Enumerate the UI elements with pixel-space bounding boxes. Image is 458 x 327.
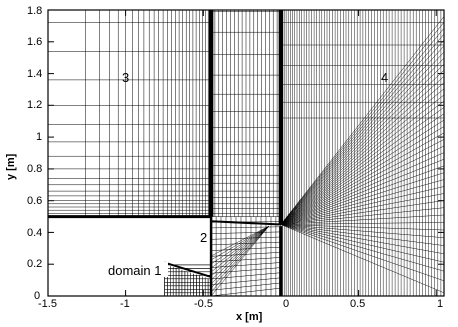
mesh-line — [280, 224, 445, 238]
y-tick-label: 1.2 — [27, 99, 42, 111]
axis-ticks — [47, 9, 444, 297]
block-boundary — [211, 220, 281, 226]
y-tick-label: 0.4 — [27, 227, 42, 239]
mesh-line — [280, 224, 445, 246]
y-tick-label: 0.8 — [27, 163, 42, 175]
nozzle-grid — [164, 261, 212, 296]
mesh-line — [280, 193, 445, 225]
mesh-line — [280, 107, 445, 225]
mesh-line — [210, 225, 270, 293]
y-tick-label: 0 — [34, 290, 40, 302]
mesh-line — [280, 152, 445, 225]
mesh-line — [280, 172, 445, 225]
mesh-line — [280, 94, 445, 225]
x-tick-label: 1 — [437, 298, 443, 310]
mesh-line — [280, 224, 445, 282]
mesh-line — [280, 16, 445, 225]
mesh-line — [280, 145, 445, 225]
mesh-line — [280, 224, 445, 272]
mesh-line — [211, 241, 281, 246]
mesh-line — [210, 225, 270, 297]
mesh-line — [211, 257, 281, 263]
mesh-line — [210, 225, 270, 257]
mesh-line — [210, 225, 270, 265]
mesh-line — [280, 186, 445, 225]
mesh-line — [210, 225, 270, 281]
mesh-line — [280, 158, 445, 225]
x-tick-label: -1.5 — [38, 298, 57, 310]
mesh-line — [280, 45, 445, 225]
mesh-line — [280, 51, 445, 225]
mesh-line — [280, 207, 445, 225]
mesh-line — [211, 277, 281, 285]
mesh-line — [210, 225, 270, 261]
x-tick-label: 0.5 — [350, 298, 365, 310]
mesh-line — [280, 165, 445, 225]
mesh-line — [280, 200, 445, 225]
mesh-line — [210, 225, 270, 289]
mesh-line — [280, 224, 445, 255]
y-tick-label: 1 — [36, 131, 42, 143]
nozzle-wall — [164, 261, 212, 278]
mesh-line — [280, 126, 445, 225]
mesh-line — [280, 113, 445, 225]
x-tick-label: -1 — [120, 298, 130, 310]
domain-1-label: domain 1 — [108, 263, 161, 278]
y-tick-label: 0.2 — [27, 258, 42, 270]
mesh-line — [280, 22, 445, 225]
mesh-line — [211, 282, 281, 291]
mesh-line — [280, 132, 445, 225]
mesh-line — [280, 224, 445, 294]
mesh-line — [280, 28, 445, 225]
block-boundaries — [48, 10, 284, 296]
mesh-line — [280, 39, 445, 225]
mesh-line — [280, 76, 445, 225]
y-tick-label: 1.6 — [27, 36, 42, 48]
mesh-line — [280, 224, 445, 263]
mesh-line — [280, 222, 445, 225]
domain-3-label: 3 — [122, 70, 129, 85]
y-tick-label: 1.4 — [27, 68, 42, 80]
mesh-line — [280, 214, 445, 225]
x-tick-label: 0 — [283, 298, 289, 310]
mesh-line — [280, 100, 445, 225]
domain-4-label: 4 — [381, 70, 388, 85]
mesh-line — [210, 225, 270, 269]
mesh-line — [280, 70, 445, 225]
domain-4-grid — [211, 10, 445, 296]
x-axis-label: x [m] — [236, 311, 263, 323]
mesh-line — [280, 139, 445, 225]
domain-2-grid — [210, 216, 282, 297]
mesh-line — [280, 88, 445, 225]
x-tick-label: -0.5 — [194, 298, 213, 310]
mesh-line — [280, 82, 445, 225]
mesh-line — [280, 179, 445, 225]
mesh-line — [211, 231, 281, 234]
mesh-line — [210, 225, 270, 277]
y-tick-label: 1.8 — [27, 5, 42, 17]
mesh-line — [211, 287, 281, 297]
mesh-line — [280, 224, 445, 231]
domain-2-label: 2 — [200, 230, 207, 245]
domain-3-grid — [48, 10, 212, 217]
mesh-line — [210, 225, 270, 285]
y-tick-label: 0.6 — [27, 195, 42, 207]
domain-1-label-bg — [104, 262, 168, 277]
plot-frame — [47, 9, 445, 297]
mesh-line — [280, 33, 445, 225]
mesh-line — [280, 63, 445, 225]
y-axis-label: y [m] — [5, 153, 17, 180]
mesh-line — [211, 272, 281, 280]
mesh-line — [280, 119, 445, 225]
mesh-line — [280, 57, 445, 225]
mesh-line — [211, 226, 281, 229]
mesh-line — [210, 225, 270, 273]
mesh-line — [211, 252, 281, 257]
mesh-line — [211, 262, 281, 268]
